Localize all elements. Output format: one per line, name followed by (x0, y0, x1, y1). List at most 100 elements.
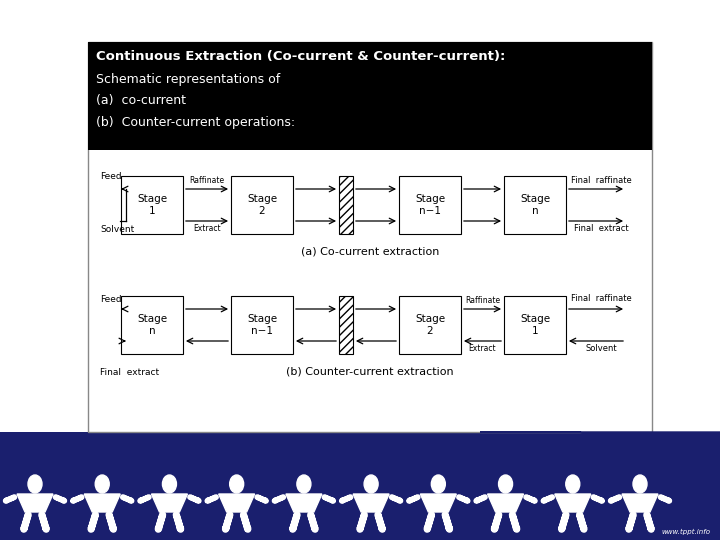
Bar (88, 42, 652, 432)
Text: (a) Co-current extraction: (a) Co-current extraction (301, 247, 439, 257)
FancyArrowPatch shape (512, 515, 517, 529)
Text: Final  raffinate: Final raffinate (571, 176, 631, 185)
Polygon shape (420, 494, 456, 512)
Bar (339, 176, 353, 234)
FancyArrowPatch shape (109, 515, 114, 529)
Ellipse shape (364, 475, 378, 493)
FancyArrowPatch shape (42, 515, 46, 529)
Bar (231, 176, 293, 234)
Text: Solvent: Solvent (585, 344, 617, 353)
Bar (504, 296, 566, 354)
Ellipse shape (498, 475, 513, 493)
Text: Extract: Extract (193, 224, 221, 233)
FancyArrowPatch shape (91, 515, 96, 529)
FancyArrowPatch shape (190, 497, 199, 501)
FancyArrowPatch shape (55, 497, 65, 501)
Text: (b) Counter-current extraction: (b) Counter-current extraction (286, 367, 454, 377)
Polygon shape (353, 494, 389, 512)
Ellipse shape (566, 475, 580, 493)
FancyArrowPatch shape (243, 515, 248, 529)
Polygon shape (151, 494, 187, 512)
FancyArrowPatch shape (476, 497, 485, 501)
Ellipse shape (28, 475, 42, 493)
FancyArrowPatch shape (660, 497, 670, 501)
FancyArrowPatch shape (629, 515, 634, 529)
FancyArrowPatch shape (6, 497, 14, 501)
FancyArrowPatch shape (494, 515, 499, 529)
Text: Feed: Feed (100, 295, 122, 304)
Ellipse shape (633, 475, 647, 493)
FancyArrowPatch shape (360, 515, 364, 529)
Text: Schematic representations of: Schematic representations of (96, 73, 280, 86)
Text: Stage
n−1: Stage n−1 (247, 314, 277, 336)
FancyArrowPatch shape (73, 497, 82, 501)
FancyArrowPatch shape (342, 497, 351, 501)
FancyArrowPatch shape (427, 515, 432, 529)
FancyArrowPatch shape (257, 497, 266, 501)
FancyArrowPatch shape (310, 515, 315, 529)
Bar (0, 432, 720, 540)
Polygon shape (17, 494, 53, 512)
FancyArrowPatch shape (445, 515, 450, 529)
Text: www.tppt.info: www.tppt.info (661, 529, 710, 535)
Ellipse shape (230, 475, 243, 493)
FancyArrowPatch shape (562, 515, 566, 529)
Text: Continuous Extraction (Co-current & Counter-current):: Continuous Extraction (Co-current & Coun… (96, 50, 505, 63)
Text: (a)  co-current: (a) co-current (96, 94, 186, 107)
Text: Stage
n: Stage n (520, 194, 550, 216)
FancyArrowPatch shape (392, 497, 400, 501)
Ellipse shape (297, 475, 311, 493)
Ellipse shape (431, 475, 446, 493)
FancyArrowPatch shape (158, 515, 163, 529)
FancyArrowPatch shape (325, 497, 333, 501)
Bar (339, 296, 353, 354)
Bar (231, 296, 293, 354)
Polygon shape (487, 494, 523, 512)
Text: Raffinate: Raffinate (465, 296, 500, 305)
Text: Feed: Feed (100, 172, 122, 181)
FancyArrowPatch shape (544, 497, 552, 501)
FancyArrowPatch shape (611, 497, 619, 501)
Text: Stage
n: Stage n (137, 314, 167, 336)
Text: Stage
1: Stage 1 (137, 194, 167, 216)
Text: (b)  Counter-current operations:: (b) Counter-current operations: (96, 116, 295, 129)
Text: Extract: Extract (469, 344, 496, 353)
Bar (121, 176, 183, 234)
Ellipse shape (95, 475, 109, 493)
Text: Final  extract: Final extract (574, 224, 629, 233)
FancyArrowPatch shape (378, 515, 382, 529)
FancyArrowPatch shape (593, 497, 602, 501)
Text: Final  raffinate: Final raffinate (571, 294, 631, 303)
Bar (121, 296, 183, 354)
Text: Final  extract: Final extract (100, 368, 159, 377)
FancyArrowPatch shape (176, 515, 181, 529)
Polygon shape (84, 494, 120, 512)
Bar (88, 42, 652, 150)
Bar (399, 176, 461, 234)
Text: Solvent: Solvent (100, 225, 134, 234)
Text: Raffinate: Raffinate (189, 176, 225, 185)
Polygon shape (286, 494, 322, 512)
Bar (399, 296, 461, 354)
FancyArrowPatch shape (459, 497, 468, 501)
FancyArrowPatch shape (274, 497, 284, 501)
FancyArrowPatch shape (122, 497, 132, 501)
FancyArrowPatch shape (580, 515, 584, 529)
FancyArrowPatch shape (292, 515, 297, 529)
Bar (504, 176, 566, 234)
FancyArrowPatch shape (207, 497, 216, 501)
Text: Stage
2: Stage 2 (247, 194, 277, 216)
FancyArrowPatch shape (409, 497, 418, 501)
Polygon shape (622, 494, 658, 512)
FancyArrowPatch shape (647, 515, 652, 529)
Polygon shape (219, 494, 255, 512)
Polygon shape (480, 432, 720, 490)
FancyArrowPatch shape (24, 515, 28, 529)
Text: Stage
1: Stage 1 (520, 314, 550, 336)
FancyArrowPatch shape (526, 497, 535, 501)
FancyArrowPatch shape (225, 515, 230, 529)
Text: Stage
n−1: Stage n−1 (415, 194, 445, 216)
Polygon shape (555, 494, 591, 512)
Ellipse shape (163, 475, 176, 493)
FancyArrowPatch shape (140, 497, 149, 501)
